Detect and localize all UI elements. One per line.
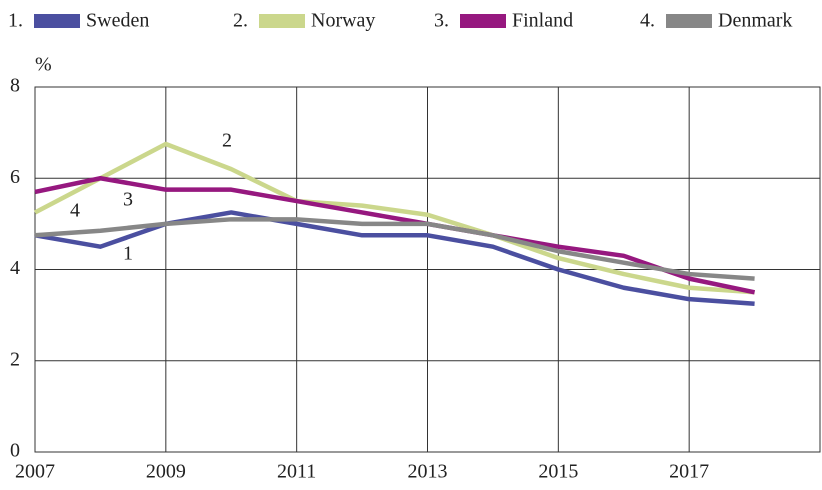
x-tick-label: 2009	[146, 461, 186, 483]
legend-number: 3.	[434, 10, 449, 32]
legend-label: Finland	[512, 10, 573, 32]
series-line	[34, 210, 755, 306]
legend-swatch	[259, 14, 305, 28]
plot-border	[34, 86, 821, 453]
series-line	[34, 176, 756, 295]
x-tick-label: 2017	[669, 461, 709, 483]
legend-swatch	[34, 14, 80, 28]
y-tick-label: 6	[10, 166, 20, 188]
series-line	[34, 217, 755, 281]
y-tick-label: 8	[10, 75, 20, 97]
x-tick-label: 2007	[15, 461, 55, 483]
y-tick-label: 4	[10, 257, 20, 279]
x-tick-label: 2011	[277, 461, 316, 483]
legend-label: Norway	[311, 10, 375, 32]
x-tick-label: 2013	[408, 461, 448, 483]
line-label: 1	[123, 243, 133, 265]
line-label: 3	[123, 189, 133, 211]
y-tick-label: 2	[10, 348, 20, 370]
line-label: 2	[222, 130, 232, 152]
legend-label: Sweden	[86, 10, 149, 32]
y-tick-label: 0	[10, 440, 20, 462]
legend-swatch	[460, 14, 506, 28]
line-label: 4	[70, 200, 80, 222]
legend-number: 2.	[233, 10, 248, 32]
legend-number: 1.	[8, 10, 23, 32]
x-tick-label: 2015	[538, 461, 578, 483]
legend-label: Denmark	[718, 10, 792, 32]
series-line	[33, 141, 755, 295]
legend-swatch	[666, 14, 712, 28]
legend-number: 4.	[640, 10, 655, 32]
y-axis-label: %	[35, 54, 52, 76]
